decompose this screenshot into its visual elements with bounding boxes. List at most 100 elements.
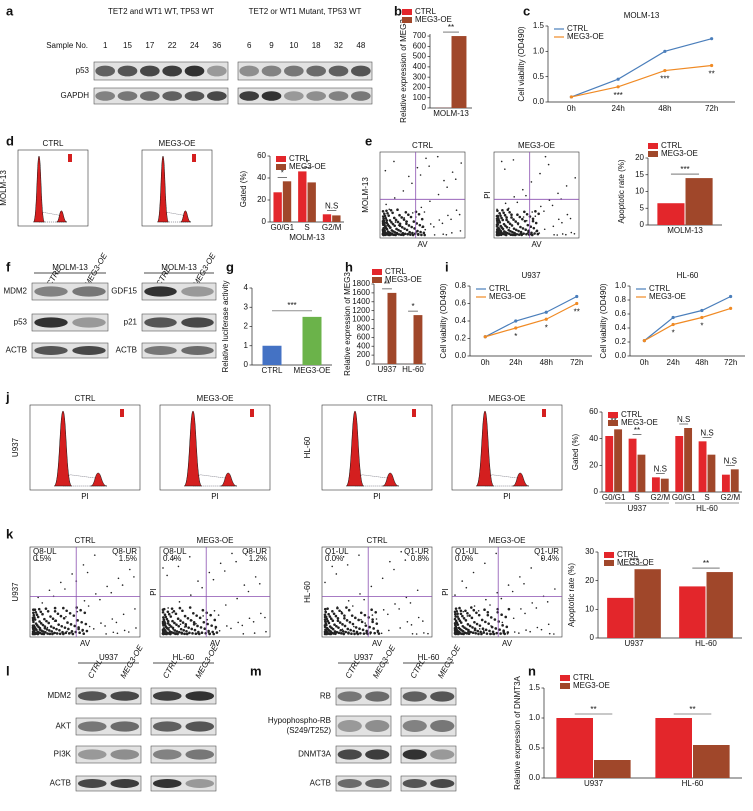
y-tick-label: 0	[244, 360, 249, 369]
x-tick-label: 48h	[540, 358, 553, 367]
significance: N.S	[700, 428, 713, 437]
event-dot	[206, 622, 209, 626]
event-dot	[504, 168, 506, 170]
event-dot	[70, 631, 72, 634]
lane-label: 6	[247, 41, 252, 50]
event-dot	[79, 608, 82, 612]
event-dot	[500, 597, 503, 600]
hist-g1-peak	[157, 155, 169, 223]
event-dot	[512, 617, 515, 620]
event-dot	[458, 619, 462, 623]
significance: *	[281, 168, 284, 177]
event-dot	[411, 632, 414, 635]
event-dot	[347, 599, 350, 602]
event-dot	[193, 628, 197, 632]
quadrant-percent: 0.4%	[163, 554, 181, 563]
blot-band	[430, 720, 455, 732]
bar	[262, 345, 282, 365]
legend-swatch	[372, 277, 382, 283]
event-dot	[133, 576, 135, 578]
blot-band	[185, 779, 215, 788]
blot-band	[72, 346, 106, 355]
event-dot	[325, 611, 327, 614]
event-dot	[359, 593, 361, 595]
event-dot	[516, 213, 519, 217]
event-dot	[50, 630, 54, 633]
panel-letter: g	[226, 259, 234, 274]
flow-x-label: PI	[211, 492, 219, 501]
legend-label: CTRL	[573, 673, 594, 682]
event-dot	[387, 233, 390, 237]
event-dot	[330, 630, 332, 633]
event-dot	[540, 628, 543, 631]
event-dot	[60, 624, 64, 628]
event-dot	[463, 631, 467, 635]
flow-title: CTRL	[75, 536, 96, 545]
event-dot	[324, 581, 326, 584]
event-dot	[175, 623, 178, 626]
y-tick-label: 20	[257, 195, 266, 204]
event-dot	[170, 607, 174, 610]
event-dot	[390, 234, 392, 236]
event-dot	[202, 615, 204, 617]
event-dot	[511, 230, 514, 234]
y-tick-label: 0	[366, 359, 371, 368]
blot-band	[181, 346, 214, 355]
event-dot	[504, 615, 508, 619]
event-dot	[499, 632, 502, 635]
blot-header: TET2 or WT1 Mutant, TP53 WT	[249, 7, 362, 16]
row-label: ACTB	[6, 346, 27, 355]
y-axis-label: Relative luciferase activity	[221, 280, 230, 372]
event-dot	[525, 212, 529, 216]
quadrant-percent: 0.5%	[33, 554, 51, 563]
event-dot	[496, 214, 500, 218]
event-dot	[413, 232, 417, 235]
y-tick-label: 400	[357, 341, 371, 350]
y-tick-label: 0	[640, 220, 645, 229]
hist-g1-peak	[33, 155, 45, 223]
flow-title: CTRL	[75, 394, 96, 403]
flow-title: MEG3-OE	[518, 141, 555, 150]
event-dot	[199, 626, 203, 629]
event-dot	[523, 582, 525, 585]
event-dot	[522, 216, 525, 218]
legend-label: CTRL	[385, 267, 406, 276]
bar	[332, 215, 341, 222]
event-dot	[372, 627, 375, 630]
blot-band	[34, 317, 68, 328]
event-dot	[506, 633, 509, 635]
event-dot	[218, 629, 221, 632]
event-dot	[519, 225, 522, 229]
event-dot	[521, 217, 524, 221]
event-dot	[561, 233, 564, 235]
event-dot	[406, 220, 409, 223]
event-dot	[225, 604, 227, 606]
event-dot	[172, 628, 175, 631]
event-dot	[181, 609, 184, 613]
event-dot	[407, 232, 409, 235]
event-dot	[407, 213, 410, 217]
event-dot	[329, 617, 333, 621]
event-dot	[398, 222, 402, 226]
blot-band	[365, 779, 390, 788]
blot-band	[261, 91, 282, 101]
hist-g2-peak	[56, 210, 68, 223]
hist-g2-peak	[220, 472, 238, 487]
event-dot	[348, 620, 352, 624]
event-dot	[433, 234, 436, 236]
event-dot	[456, 631, 458, 634]
event-dot	[171, 619, 174, 623]
legend-swatch	[402, 9, 412, 15]
event-dot	[246, 550, 249, 553]
blot-band	[402, 691, 427, 702]
event-dot	[58, 628, 61, 632]
flow-x-label: AV	[210, 639, 221, 648]
side-label: MOLM-13	[361, 177, 370, 213]
event-dot	[385, 203, 387, 206]
event-dot	[385, 221, 389, 224]
y-tick-label: 0.2	[455, 334, 467, 343]
significance: ***	[660, 75, 669, 84]
event-dot	[354, 633, 356, 635]
event-dot	[495, 230, 499, 234]
y-tick-label: 200	[413, 83, 427, 92]
